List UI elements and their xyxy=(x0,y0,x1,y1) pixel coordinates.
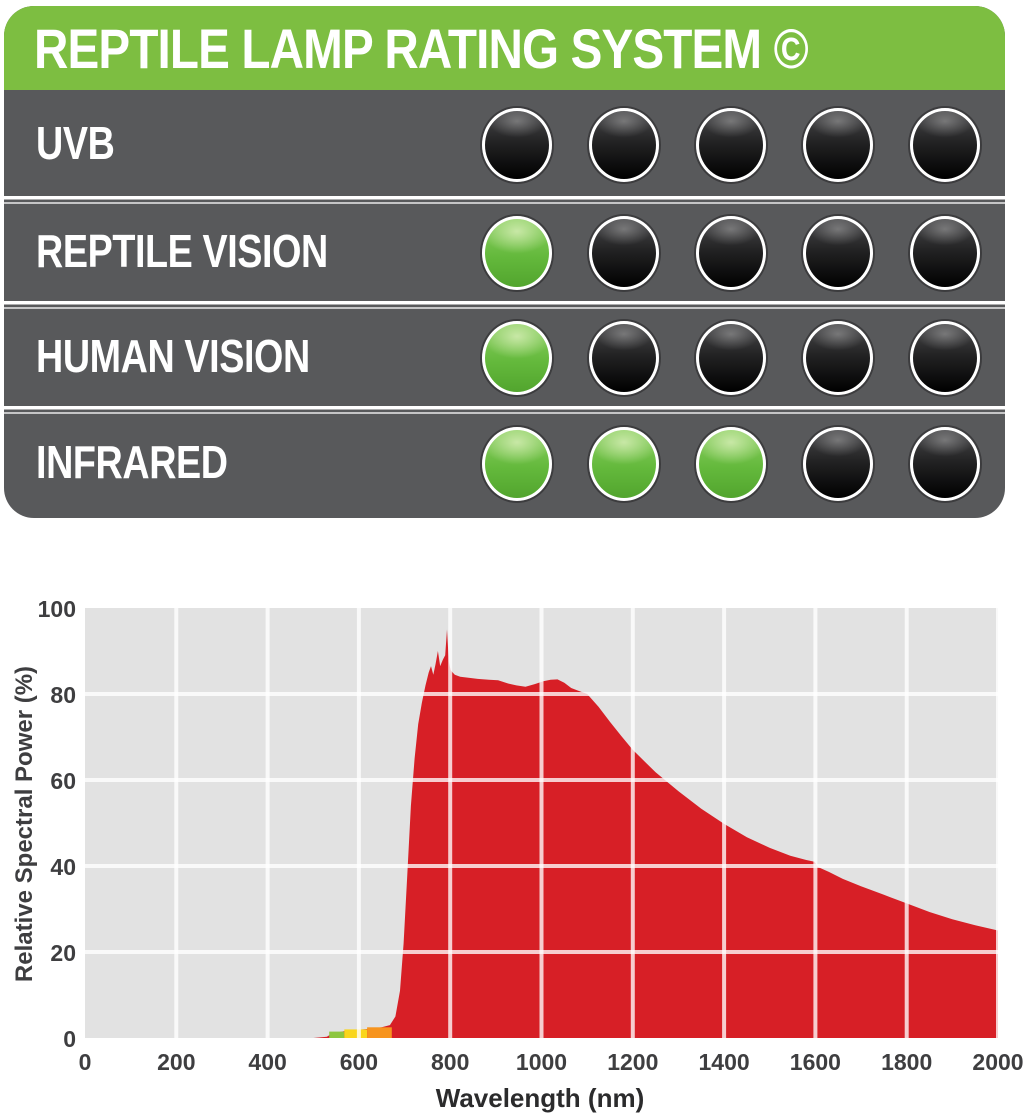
rating-row-reptile-vision: REPTILE VISION xyxy=(4,200,1005,305)
y-tick-label: 0 xyxy=(63,1026,76,1052)
rating-dot-black xyxy=(803,427,873,501)
y-axis-title: Relative Spectral Power (%) xyxy=(11,665,38,983)
rating-row-uvb: UVB xyxy=(4,90,1005,200)
rating-dot-black xyxy=(696,320,766,395)
y-tick-label: 60 xyxy=(50,768,76,794)
rating-dot-black xyxy=(910,108,980,182)
x-tick-label: 600 xyxy=(339,1049,379,1075)
rating-dot-green xyxy=(696,427,766,501)
y-tick-label: 100 xyxy=(37,596,76,622)
row-divider xyxy=(4,196,1005,205)
rating-dots xyxy=(482,108,980,182)
x-tick-label: 1000 xyxy=(515,1049,568,1075)
rating-card: REPTILE LAMP RATING SYSTEM © UVB REPTILE … xyxy=(4,6,1005,518)
visible-light-sliver xyxy=(329,1031,345,1038)
rating-dot-black xyxy=(589,215,659,290)
y-tick-label: 80 xyxy=(50,682,76,708)
row-label: REPTILE VISION xyxy=(36,224,328,277)
y-tick-label: 40 xyxy=(50,854,76,880)
x-axis-title: Wavelength (nm) xyxy=(435,1083,645,1113)
row-label: INFRARED xyxy=(36,435,228,488)
card-title: REPTILE LAMP RATING SYSTEM © xyxy=(34,17,809,80)
rating-dot-black xyxy=(589,320,659,395)
rating-dot-black xyxy=(803,108,873,182)
rating-dot-black xyxy=(803,215,873,290)
rating-dots xyxy=(482,215,980,290)
x-tick-label: 200 xyxy=(157,1049,196,1075)
rating-dot-green xyxy=(482,320,552,395)
rating-dots xyxy=(482,427,980,501)
rating-dot-green xyxy=(482,427,552,501)
visible-light-sliver xyxy=(367,1027,392,1038)
rating-dot-black xyxy=(482,108,552,182)
rating-dot-black xyxy=(696,215,766,290)
rating-dot-black xyxy=(910,427,980,501)
row-label: HUMAN VISION xyxy=(36,329,310,382)
x-tick-label: 800 xyxy=(431,1049,470,1075)
rating-dot-black xyxy=(696,108,766,182)
rating-dot-green xyxy=(482,215,552,290)
rating-dot-black xyxy=(589,108,659,182)
chart-plot-area xyxy=(85,608,998,1038)
x-tick-label: 400 xyxy=(248,1049,287,1075)
rating-row-human-vision: HUMAN VISION xyxy=(4,305,1005,410)
rating-dot-green xyxy=(589,427,659,501)
rating-dot-black xyxy=(910,320,980,395)
rating-dot-black xyxy=(803,320,873,395)
x-tick-label: 0 xyxy=(78,1049,92,1075)
rating-row-infrared: INFRARED xyxy=(4,410,1005,518)
x-tick-label: 1200 xyxy=(607,1049,659,1075)
x-tick-label: 1600 xyxy=(789,1049,841,1075)
row-label: UVB xyxy=(36,116,115,169)
rating-dot-black xyxy=(910,215,980,290)
rating-dots xyxy=(482,320,980,395)
row-divider xyxy=(4,406,1005,415)
visible-light-sliver xyxy=(344,1029,368,1038)
card-header: REPTILE LAMP RATING SYSTEM © xyxy=(4,6,1005,90)
x-tick-label: 1400 xyxy=(698,1049,750,1075)
y-tick-label: 20 xyxy=(50,940,76,966)
x-tick-label: 2000 xyxy=(972,1049,1024,1075)
row-divider xyxy=(4,301,1005,310)
x-tick-label: 1800 xyxy=(881,1049,933,1075)
